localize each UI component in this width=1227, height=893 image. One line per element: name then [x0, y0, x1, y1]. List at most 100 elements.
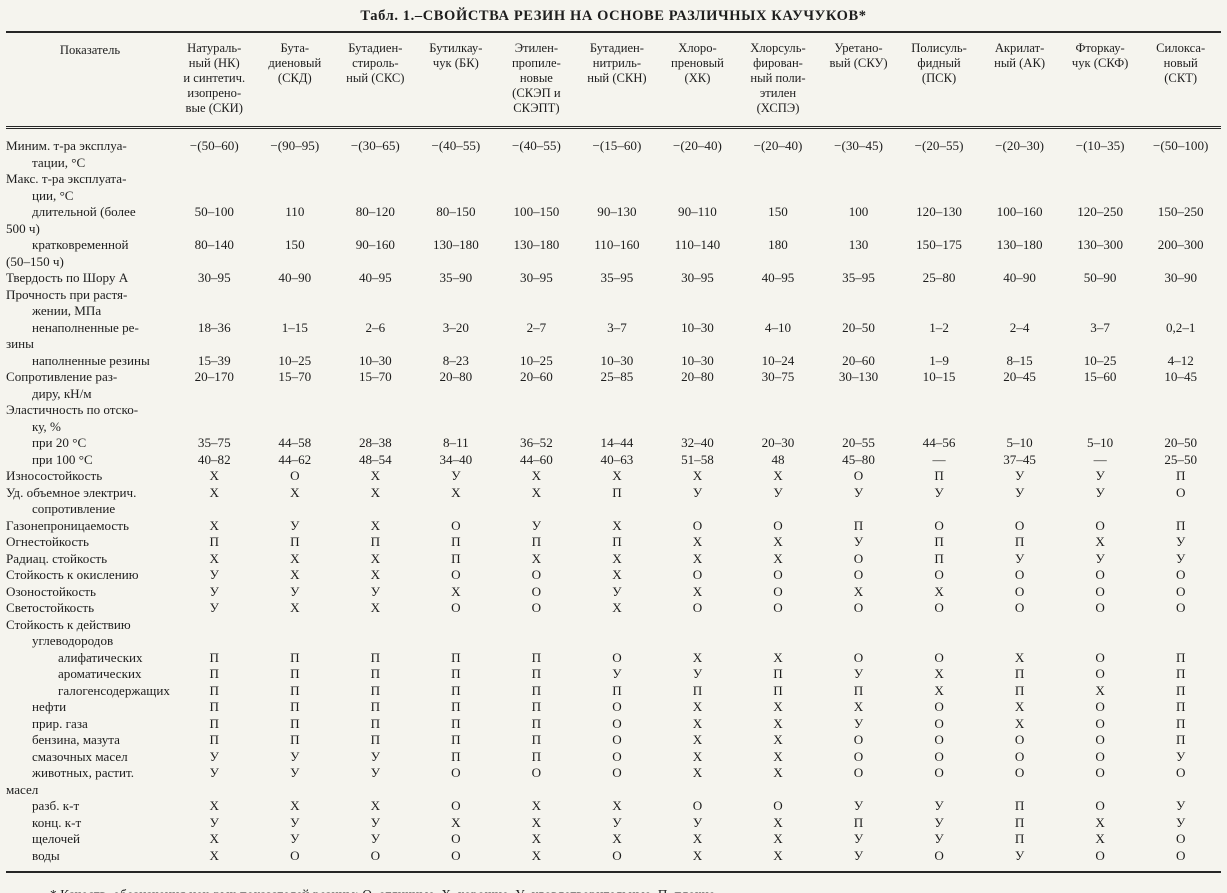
cell-value: Х	[773, 831, 783, 846]
cell-value: П	[451, 649, 461, 665]
cell-value: О	[934, 600, 944, 615]
cell-value: 30–95	[197, 270, 231, 285]
cell-value: О	[370, 847, 381, 863]
table-header: Показатель Натураль- ный (НК) и синтетич…	[6, 31, 1221, 129]
cell-value: О	[1095, 732, 1105, 747]
cell-value	[818, 633, 899, 650]
cell-value: Х	[612, 831, 622, 846]
cell-value: О	[612, 699, 622, 714]
cell-value: 35–95	[600, 270, 634, 285]
cell-value: Х	[692, 534, 703, 549]
cell-value: 50–100	[194, 204, 234, 219]
cell-value: 2–4	[1009, 319, 1030, 335]
table-row: алифатических П П П П П О Х Х О О Х О П	[6, 650, 1221, 667]
cell-value: У	[612, 583, 622, 599]
cell-value: Х	[531, 798, 542, 813]
cell-value: Х	[934, 583, 944, 599]
cell-value: П	[853, 682, 864, 698]
cell-value	[979, 617, 1060, 634]
cell-value: О	[1014, 567, 1025, 582]
cell-value: О	[853, 550, 864, 566]
cell-value	[1140, 171, 1221, 204]
column-header: Уретано- вый (СКУ)	[818, 31, 899, 129]
row-label: животных, растит. масел	[6, 765, 135, 797]
cell-value: О	[1095, 765, 1105, 780]
cell-value: Х	[692, 583, 703, 599]
table-row: Миним. т-ра эксплуа- тации, °С −(50–60) −(…	[6, 128, 1221, 172]
cell-value: 35–90	[439, 270, 473, 285]
cell-value: Х	[209, 831, 219, 846]
cell-value: Х	[692, 831, 703, 846]
cell-value: П	[1175, 715, 1186, 731]
cell-value: 20–60	[842, 352, 875, 368]
cell-value: Х	[692, 468, 703, 483]
cell-value: 10–25	[520, 352, 553, 368]
cell-value: 20–50	[842, 319, 875, 335]
cell-value: −(20–55)	[914, 138, 964, 153]
cell-value: 32–40	[681, 435, 714, 450]
column-header: Силокса- новый (СКТ)	[1140, 31, 1221, 129]
column-header-parameter: Показатель	[6, 31, 174, 129]
row-label: Озоностойкость	[6, 583, 96, 599]
cell-value: У	[370, 765, 380, 780]
row-label: Стойкость к действию	[6, 616, 131, 632]
cell-value	[1060, 287, 1141, 320]
cell-value: У	[853, 484, 864, 500]
cell-value: П	[1175, 699, 1186, 714]
cell-value: Х	[209, 468, 219, 483]
cell-value: 130–180	[996, 237, 1043, 252]
cell-value: 48–54	[358, 451, 392, 467]
cell-value: П	[209, 715, 219, 731]
cell-value: У	[290, 583, 300, 599]
table-body: Миним. т-ра эксплуа- тации, °С −(50–60) −(…	[6, 128, 1221, 873]
cell-value: О	[1095, 666, 1105, 681]
cell-value	[496, 402, 577, 435]
cell-value: П	[370, 699, 381, 714]
cell-value: У	[692, 814, 703, 830]
cell-value: 150–250	[1157, 204, 1204, 219]
cell-value: 28–38	[358, 435, 392, 450]
cell-value: П	[290, 534, 300, 549]
cell-value: О	[612, 765, 622, 780]
cell-value: 100	[848, 204, 869, 219]
cell-value: У	[1014, 468, 1025, 483]
cell-value: П	[370, 666, 381, 681]
table-row: ароматических П П П П П У У П У Х П О П	[6, 666, 1221, 683]
cell-value: У	[853, 798, 864, 813]
cell-value: 150	[768, 204, 788, 219]
cell-value: Х	[290, 484, 300, 500]
cell-value: О	[1014, 765, 1025, 780]
cell-value: П	[934, 550, 944, 566]
cell-value: О	[1175, 600, 1186, 615]
cell-value: 130–300	[1077, 237, 1124, 252]
cell-value: −(15–60)	[592, 138, 642, 153]
cell-value: О	[531, 567, 542, 582]
cell-value: П	[692, 682, 703, 698]
table-row: Огнестойкость П П П П П П Х Х У П П Х У	[6, 534, 1221, 551]
cell-value: 44–58	[278, 435, 312, 450]
cell-value: О	[451, 831, 461, 846]
cell-value: Х	[853, 699, 864, 714]
cell-value: 40–63	[600, 451, 634, 467]
cell-value: О	[1095, 847, 1105, 863]
cell-value: 40–95	[761, 270, 795, 285]
cell-value: 100–160	[996, 204, 1043, 219]
cell-value: О	[531, 600, 542, 615]
cell-value: 8–11	[443, 435, 469, 450]
table-row: смазочных масел У У У П П О Х Х О О О О У	[6, 749, 1221, 766]
cell-value: О	[1095, 649, 1105, 665]
cell-value: О	[853, 732, 864, 747]
row-label: прир. газа	[32, 715, 88, 731]
cell-value: П	[612, 682, 622, 698]
cell-value: П	[934, 534, 944, 549]
cell-value: 20–80	[439, 369, 473, 384]
cell-value: Х	[692, 847, 703, 863]
cell-value: Х	[934, 682, 944, 698]
column-header: Бутилкау- чук (БК)	[415, 31, 497, 129]
cell-value: 1–15	[281, 319, 308, 335]
cell-value: 20–45	[1003, 369, 1036, 384]
table-row: Стойкость к действию	[6, 617, 1221, 634]
cell-value: П	[451, 732, 461, 747]
cell-value: П	[1175, 468, 1186, 483]
cell-value: 10–15	[922, 369, 956, 384]
